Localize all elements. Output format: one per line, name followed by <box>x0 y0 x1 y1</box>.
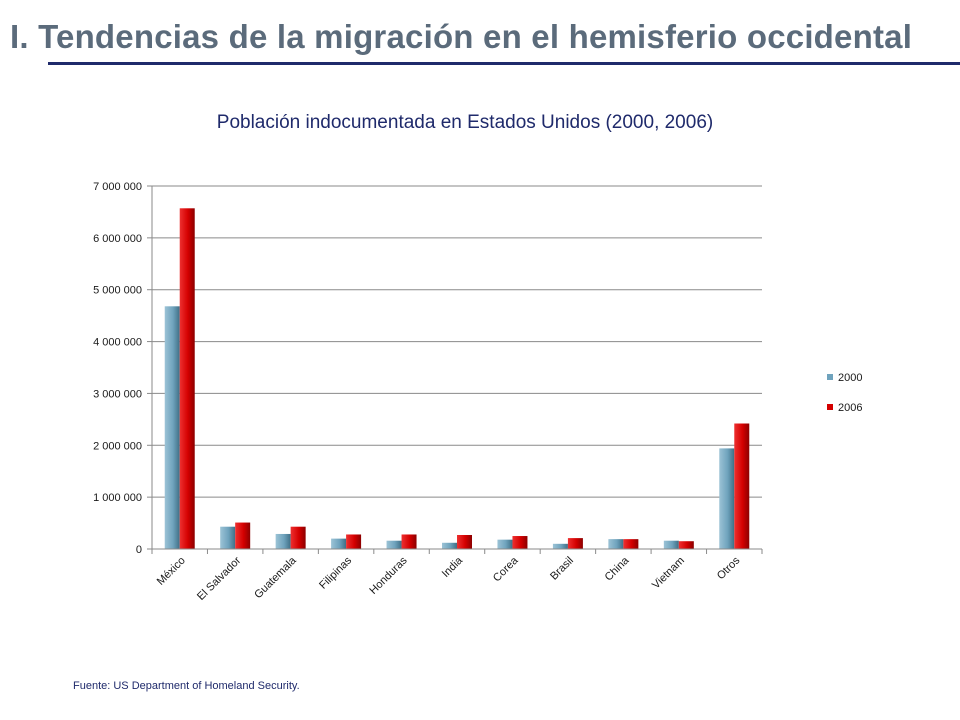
bar-2006-honduras <box>401 534 417 549</box>
x-tick-label: Otros <box>715 554 743 582</box>
bar-2006-filipinas <box>346 534 362 549</box>
slide-title: I. Tendencias de la migración en el hemi… <box>10 18 913 55</box>
legend-label-2000: 2000 <box>838 372 862 384</box>
bar-2006-china <box>623 539 639 549</box>
x-tick-label: México <box>155 555 188 588</box>
legend: 2000 2006 <box>827 372 862 414</box>
y-tick-label: 1 000 000 <box>93 492 142 504</box>
legend-swatch-2006 <box>827 404 833 410</box>
x-tick-label: Corea <box>491 554 521 584</box>
bar-2000-corea <box>497 539 513 549</box>
x-tick-label: Guatemala <box>252 554 299 601</box>
bar-2006-brasil <box>567 538 583 549</box>
bar-2006-corea <box>512 536 528 549</box>
bar-2000-méxico <box>164 306 180 549</box>
bar-2000-filipinas <box>331 538 347 549</box>
legend-label-2006: 2006 <box>838 402 862 414</box>
x-tick-label: China <box>603 554 632 583</box>
x-tick-label: Filipinas <box>317 554 354 591</box>
bar-2000-otros <box>719 448 735 549</box>
x-tick-label: India <box>440 554 466 580</box>
bar-2000-china <box>608 539 624 549</box>
y-tick-label: 5 000 000 <box>93 285 142 297</box>
x-tick-label: Honduras <box>367 554 410 597</box>
bar-2006-india <box>457 534 472 549</box>
bar-2006-otros <box>734 423 750 549</box>
legend-swatch-2000 <box>827 374 833 380</box>
x-tick-label: Vietnam <box>650 555 687 592</box>
bar-2000-vietnam <box>663 540 679 549</box>
bar-2000-guatemala <box>275 533 291 549</box>
y-tick-label: 7 000 000 <box>93 181 142 193</box>
bar-2006-méxico <box>179 208 195 549</box>
bar-2000-el-salvador <box>220 526 236 549</box>
bar-2000-india <box>442 542 457 549</box>
y-tick-label: 6 000 000 <box>93 233 142 245</box>
source-note: Fuente: US Department of Homeland Securi… <box>73 680 300 692</box>
y-tick-label: 3 000 000 <box>93 388 142 400</box>
bar-2006-guatemala <box>290 526 306 549</box>
title-underline <box>48 62 960 65</box>
gridlines <box>152 185 762 550</box>
y-tick-label: 4 000 000 <box>93 337 142 349</box>
chart-title: Población indocumentada en Estados Unido… <box>216 112 714 133</box>
bar-2006-el-salvador <box>235 522 251 549</box>
y-tick-label: 2 000 000 <box>93 440 142 452</box>
x-axis: México El Salvador Guatemala Filipinas Hondu… <box>151 548 763 603</box>
y-tick-label: 0 <box>136 544 142 556</box>
bar-2006-vietnam <box>678 541 694 549</box>
bars <box>164 208 750 549</box>
bar-2000-brasil <box>552 543 568 549</box>
y-axis: 0 1 000 000 2 000 000 3 000 000 4 000 000 5 0… <box>93 181 153 556</box>
x-tick-label: Brasil <box>548 555 576 583</box>
bar-2000-honduras <box>386 540 402 549</box>
x-tick-label: El Salvador <box>195 554 243 602</box>
